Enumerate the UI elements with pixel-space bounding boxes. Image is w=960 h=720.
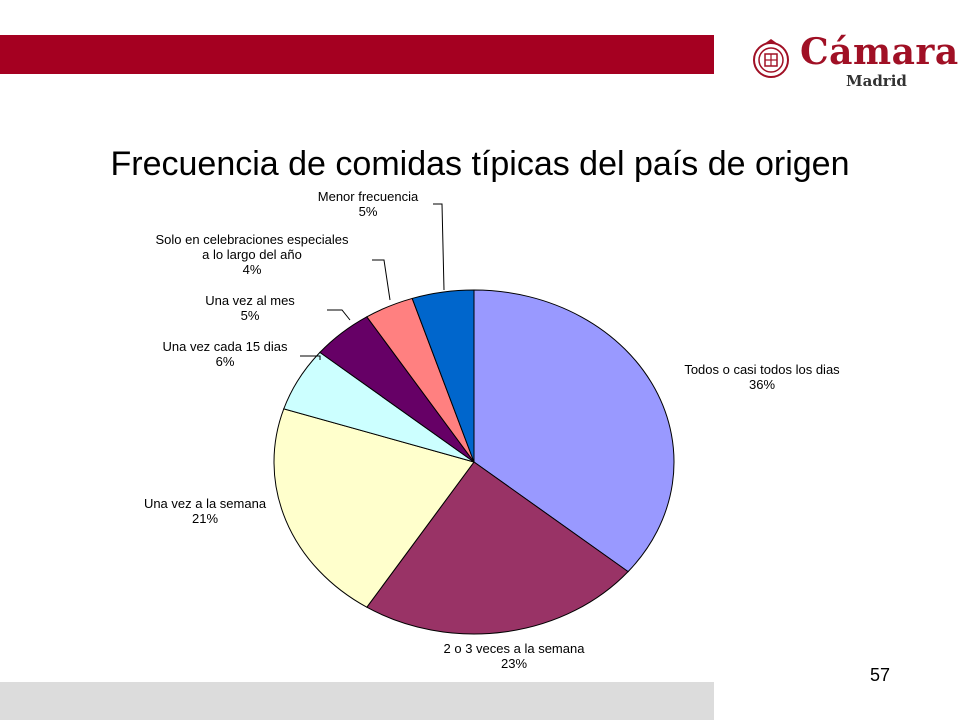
logo-word: Cámara xyxy=(800,31,959,73)
slice-category-label: 2 o 3 veces a la semana xyxy=(444,641,586,656)
pie-slice xyxy=(273,408,475,608)
leader-line xyxy=(327,309,351,321)
header-bar xyxy=(0,35,714,74)
page-number: 57 xyxy=(869,665,891,685)
slice-percent-label: 6% xyxy=(216,354,235,369)
camara-madrid-logo: Cámara Madrid xyxy=(748,32,958,92)
chart-title: Frecuencia de comidas típicas del país d… xyxy=(110,145,850,183)
slice-percent-label: 23% xyxy=(501,656,527,671)
pie-slice xyxy=(473,289,675,573)
slice-category-label: Una vez a la semana xyxy=(144,496,267,511)
slice-category-label: Una vez cada 15 dias xyxy=(162,339,288,354)
logo-subtitle: Madrid xyxy=(846,72,907,90)
slice-category-label: Solo en celebraciones especiales xyxy=(156,232,349,247)
slice-percent-label: 5% xyxy=(241,308,260,323)
leader-line xyxy=(372,259,391,301)
chamber-seal-icon xyxy=(753,39,789,78)
pie-slice xyxy=(411,289,475,463)
slice-percent-label: 5% xyxy=(359,204,378,219)
leader-line xyxy=(433,203,445,291)
pie-slice xyxy=(366,461,629,635)
slice-category-label: Una vez al mes xyxy=(205,293,295,308)
slice-category-label: Todos o casi todos los dias xyxy=(684,362,840,377)
slice-percent-label: 36% xyxy=(749,377,775,392)
slice-percent-label: 4% xyxy=(243,262,262,277)
slice-percent-label: 21% xyxy=(192,511,218,526)
footer-bar xyxy=(0,682,714,720)
slice-category-label: a lo largo del año xyxy=(202,247,302,262)
slice-category-label: Menor frecuencia xyxy=(318,189,419,204)
leader-line xyxy=(300,355,321,360)
